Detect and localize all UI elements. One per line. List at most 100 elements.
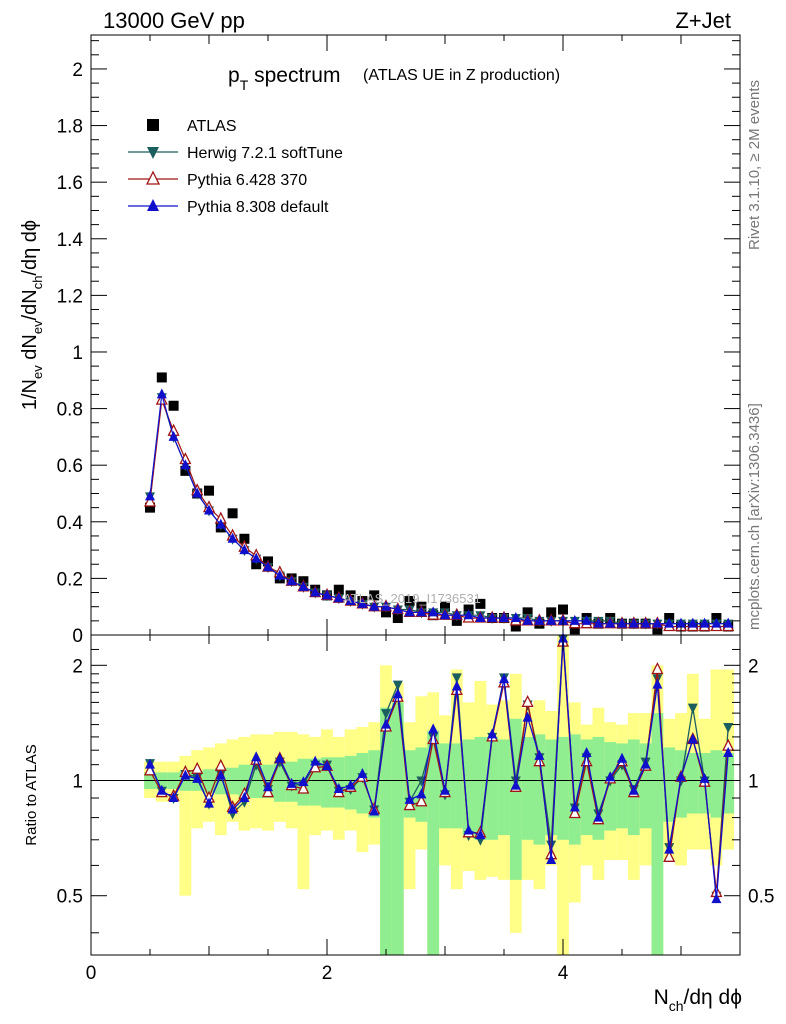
legend-marker [147,119,159,131]
ratio-series-line [149,638,729,900]
main-data-point [475,612,486,623]
ratio-series-2 [145,632,734,904]
ratio-data-point [428,723,439,734]
ratio-data-point [687,733,698,744]
main-data-point [156,388,167,399]
ratio-data-point [663,849,676,862]
ratio-data-point [322,760,332,771]
ratio-data-point [381,718,391,729]
ratio-y-tick-label-right: 2 [748,656,759,677]
ratio-data-point [239,792,250,803]
ratio-data-point [345,779,356,790]
ratio-stat-band-bar [450,743,463,829]
main-data-point [168,400,179,411]
main-data-point [369,590,380,601]
ratio-plot-panel: 0.5 0.5 1 1 2 2 0 2 4 Ratio to ATLAS Nch/dη dϕ [23,632,774,1014]
ratio-stat-band-bar [474,736,487,840]
main-y-tick-label: 1.2 [57,286,83,307]
legend-entry: ATLAS [147,118,237,135]
legend-entry: Pythia 6.428 370 [128,170,307,189]
side-rivet-label: Rivet 3.1.10, ≥ 2M events [746,80,763,250]
ratio-stat-band-bar [332,757,345,808]
legend-label: Pythia 6.428 370 [187,172,307,189]
ratio-stat-band-bar [568,734,581,845]
legend-label: ATLAS [187,118,237,135]
main-data-point [522,614,533,625]
ratio-y-tick-label: 1 [72,772,83,793]
ratio-data-point [192,772,203,783]
ratio-stat-band-bar [321,757,333,808]
main-data-point [428,606,439,617]
main-data-point [487,612,498,623]
plot-title: pT spectrum [228,64,340,93]
main-plot-panel: ATLAS_2019_I1736531 0 0.2 0.4 0.6 0.8 1 1.2 1.4… [19,34,741,647]
main-data-point [145,490,155,501]
ratio-y-axis-label: Ratio to ATLAS [23,744,40,845]
ratio-data-point [605,771,616,782]
main-data-point [546,614,557,625]
ratio-y-tick-label-right: 1 [748,772,759,793]
main-data-point [605,617,616,628]
main-data-point [369,600,380,611]
ratio-stat-band-bar [498,739,510,836]
ratio-data-point [711,893,722,904]
main-data-point [499,612,509,623]
ratio-stat-band-bar [486,736,499,840]
ratio-stat-band-bar [686,753,699,814]
main-data-point [640,617,651,628]
ratio-data-point [521,694,534,708]
ratio-stat-band-bar [616,743,628,829]
ratio-data-point [263,781,273,792]
main-data-point [357,597,368,608]
main-data-point [593,617,604,628]
legend-marker [145,170,161,185]
ratio-data-point [168,792,179,803]
main-data-point [687,617,698,628]
ratio-uncertainty-bands [144,635,735,955]
main-data-point [711,617,722,628]
main-data-point [251,552,262,563]
main-data-point [239,544,250,555]
ratio-data-point [357,767,368,778]
ratio-data-point [310,755,321,766]
ratio-data-point [381,709,391,720]
ratio-stat-band-bar [462,739,475,836]
ratio-data-point [416,788,427,799]
main-data-point [298,580,309,591]
legend-entry: Pythia 8.308 default [128,199,329,216]
ratio-stat-band-bar [214,767,227,795]
x-tick-label: 0 [86,963,97,984]
main-data-point [143,494,157,507]
main-data-point [569,624,580,635]
ratio-data-point [392,680,403,691]
legend-label: Herwig 7.2.1 softTune [187,145,343,162]
ratio-data-point [676,771,686,782]
main-data-point [522,607,533,618]
ratio-stat-band-bar [592,736,605,840]
legend: ATLAS Herwig 7.2.1 softTune Pythia 6.428 3… [128,118,343,216]
main-y-tick-label: 0.6 [57,456,83,477]
ratio-stat-band-bar [533,734,546,845]
main-data-point [546,607,557,618]
ratio-data-point [451,673,462,684]
ratio-stat-band-bar [356,753,369,814]
legend-marker [147,199,159,211]
ratio-data-point [568,806,581,819]
main-data-point [168,430,179,441]
main-data-point [440,601,450,612]
plot-subtitle: (ATLAS UE in Z production) [363,67,560,84]
legend-label: Pythia 8.308 default [187,199,329,216]
ratio-stat-band-bar [545,739,558,836]
main-data-point [215,518,226,529]
ratio-data-point [723,722,734,733]
ratio-plot-data [143,632,735,904]
main-data-point [322,589,332,600]
x-tick-label: 4 [558,963,569,984]
ratio-data-point [640,758,651,769]
ratio-stat-band-bar [557,736,569,840]
main-data-point [510,612,521,623]
ratio-stat-band-bar [380,707,392,955]
ratio-data-point [392,688,403,699]
ratio-data-point [403,798,416,811]
ratio-data-point [251,751,262,762]
